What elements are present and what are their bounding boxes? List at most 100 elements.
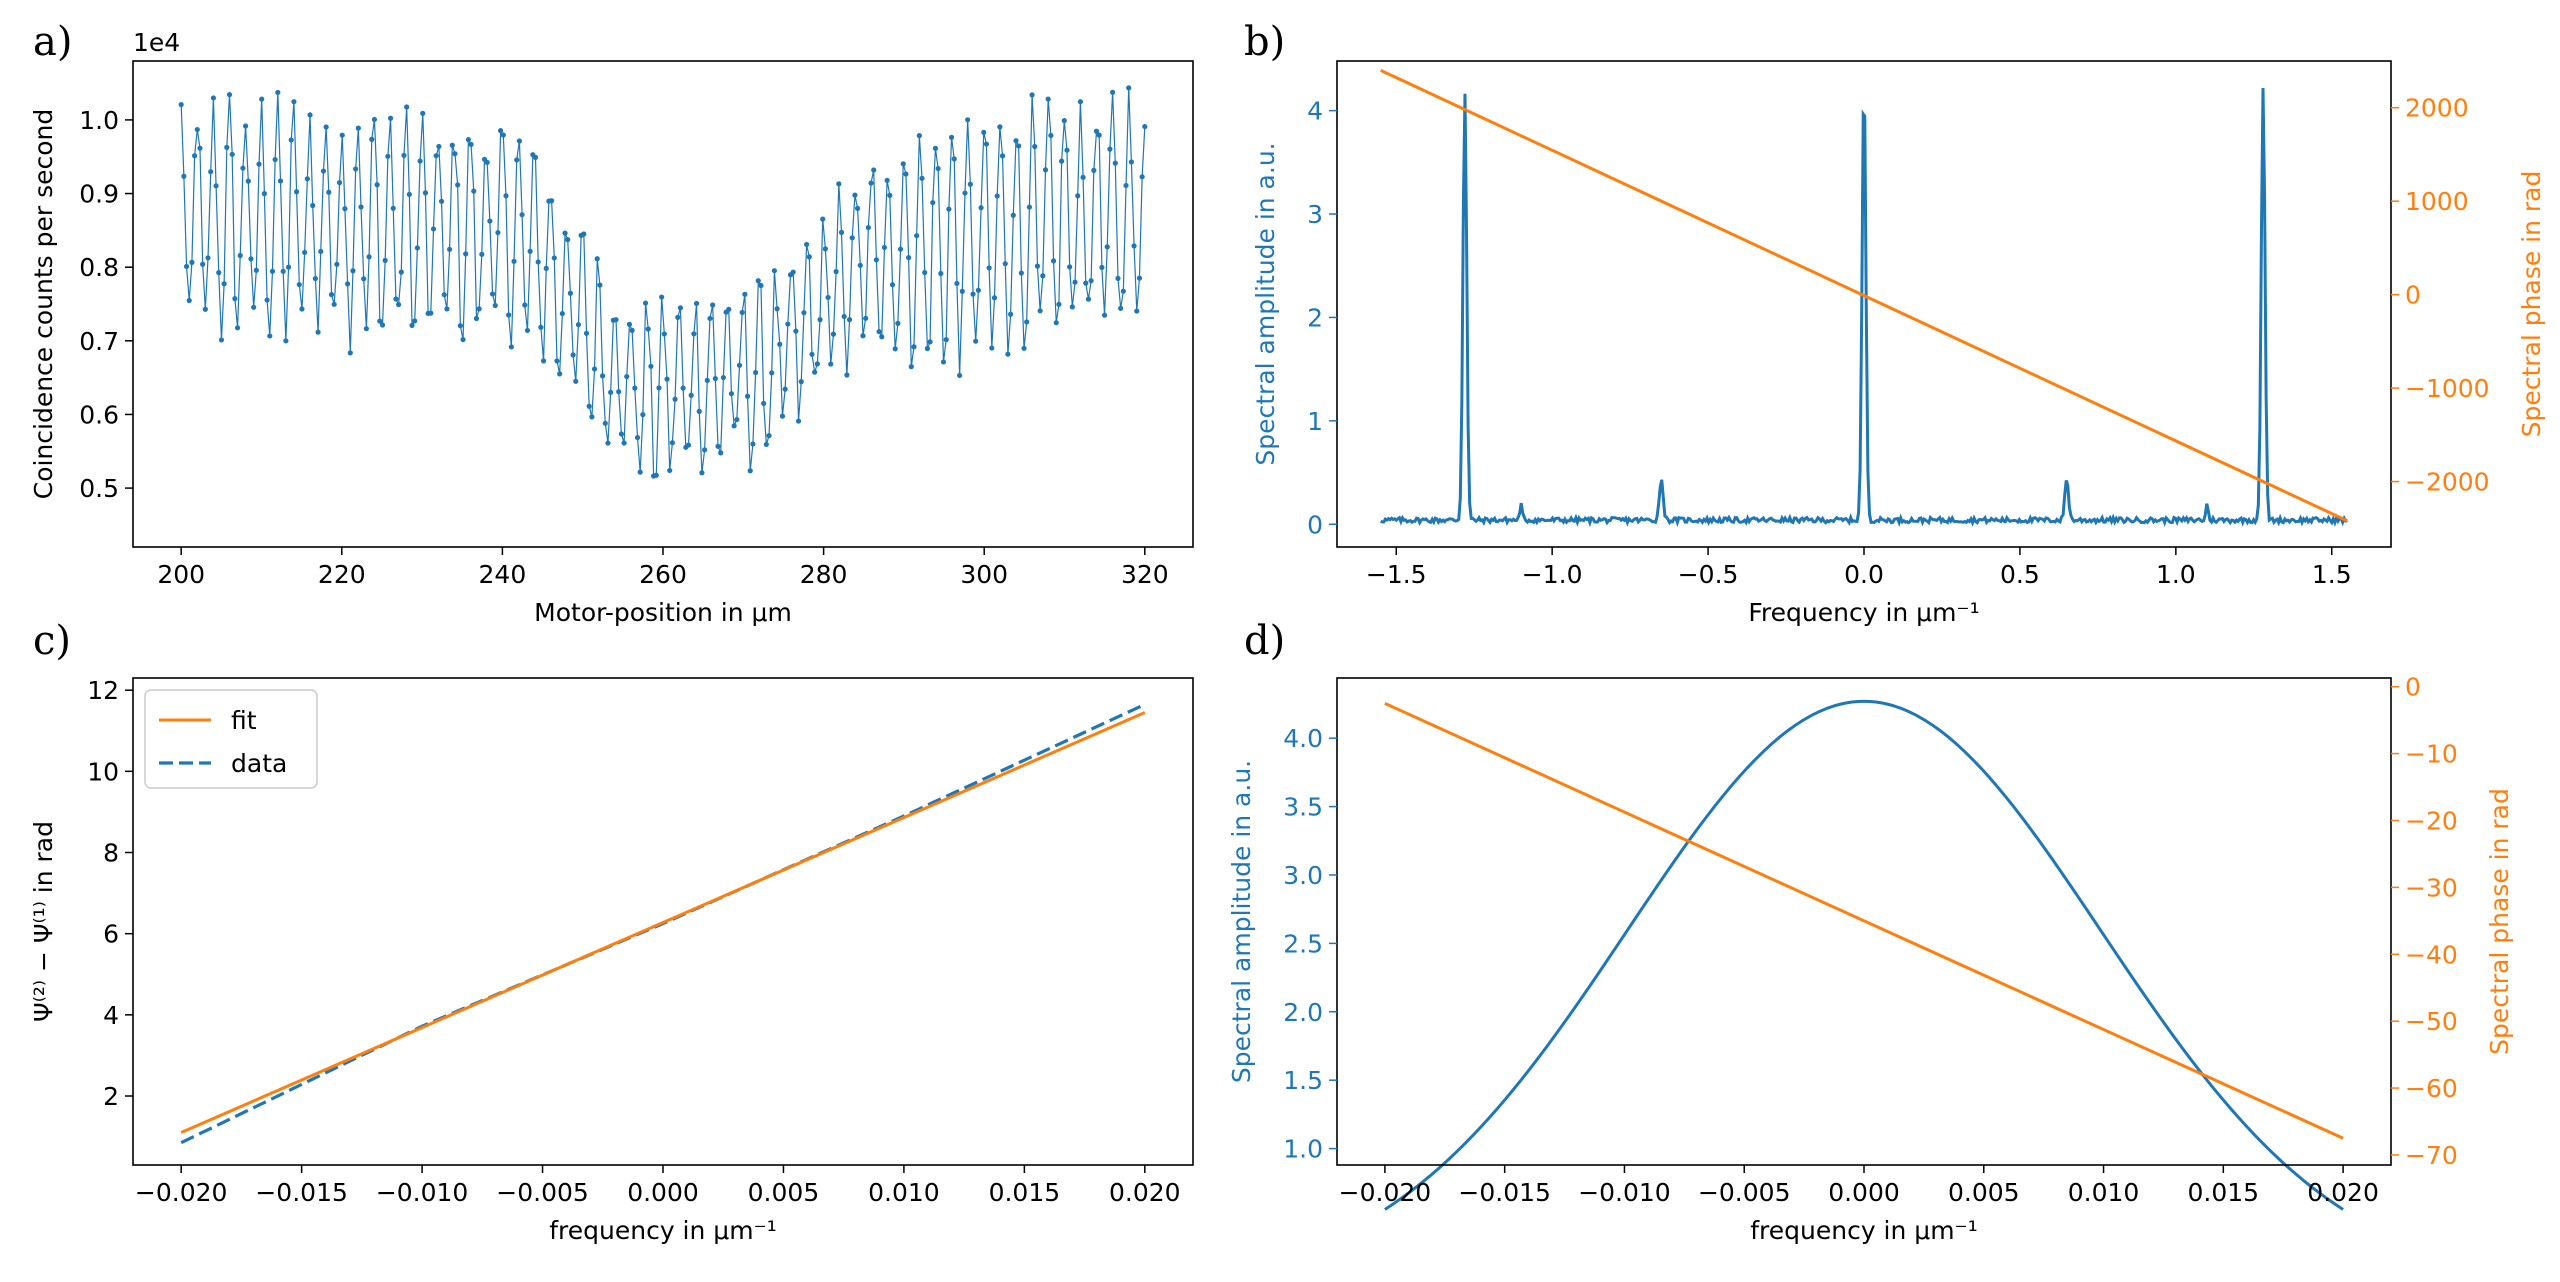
data-point bbox=[1018, 270, 1024, 276]
x-axis: 200 220 240 260 280 300 320 Motor-position in μ… bbox=[157, 547, 1169, 627]
data-point bbox=[680, 385, 686, 391]
data-point bbox=[205, 255, 211, 261]
data-point bbox=[924, 345, 931, 352]
data-point bbox=[181, 173, 187, 179]
data-point bbox=[294, 189, 300, 195]
data-point bbox=[396, 301, 402, 308]
data-point bbox=[863, 315, 869, 321]
data-point bbox=[178, 101, 184, 108]
data-point bbox=[417, 158, 423, 164]
data-point bbox=[1080, 174, 1086, 180]
data-point bbox=[755, 278, 761, 284]
data-point bbox=[347, 350, 353, 356]
y-tick-label-right: −2000 bbox=[2405, 468, 2490, 497]
data-point bbox=[192, 153, 198, 159]
data-point bbox=[710, 302, 716, 308]
data-point bbox=[744, 393, 751, 399]
data-point bbox=[374, 182, 380, 188]
y-axis-left: 1.0 1.5 2.0 2.5 3.0 3.5 4.0 bbox=[1283, 724, 1337, 1164]
data-point bbox=[849, 235, 855, 241]
data-point bbox=[659, 294, 665, 300]
data-point bbox=[1075, 193, 1081, 199]
data-point bbox=[833, 269, 839, 275]
data-point bbox=[718, 450, 724, 456]
data-point bbox=[1077, 99, 1083, 105]
data-point bbox=[830, 331, 837, 337]
data-point bbox=[1126, 85, 1132, 91]
y-axis-left: 0 1 2 3 4 bbox=[1307, 97, 1337, 539]
x-tick-label: −1.5 bbox=[1366, 560, 1427, 589]
data-point bbox=[342, 206, 348, 212]
data-point bbox=[1010, 212, 1016, 218]
data-point bbox=[248, 256, 254, 262]
data-point bbox=[202, 306, 208, 312]
data-point bbox=[1091, 167, 1097, 173]
data-point bbox=[954, 280, 960, 287]
data-point bbox=[1037, 308, 1043, 314]
x-tick-label: −0.015 bbox=[1458, 1178, 1551, 1207]
data-point bbox=[1064, 147, 1070, 153]
data-point bbox=[511, 258, 517, 264]
data-point bbox=[769, 370, 775, 376]
data-point bbox=[653, 472, 659, 478]
y-tick-label: 1 bbox=[1307, 407, 1323, 436]
data-point bbox=[208, 169, 214, 175]
data-point bbox=[1042, 167, 1049, 173]
data-point bbox=[908, 364, 914, 370]
data-point bbox=[981, 129, 987, 135]
x-tick-label: −0.005 bbox=[1698, 1178, 1791, 1207]
data-point bbox=[589, 414, 595, 420]
y-tick-label-right: −40 bbox=[2405, 940, 2458, 969]
data-point bbox=[1112, 160, 1118, 166]
y-tick-label: 3.0 bbox=[1283, 861, 1323, 890]
data-point bbox=[390, 205, 396, 211]
data-point bbox=[299, 306, 305, 312]
data-point bbox=[978, 205, 984, 211]
x-tick-label: −1.0 bbox=[1522, 560, 1583, 589]
data-point bbox=[420, 110, 426, 116]
data-point bbox=[406, 191, 412, 198]
data-point bbox=[629, 327, 635, 333]
y-tick-label: 1.5 bbox=[1283, 1066, 1323, 1095]
data-point bbox=[1104, 244, 1110, 250]
data-point bbox=[393, 296, 399, 302]
data-point bbox=[667, 467, 673, 474]
data-point bbox=[318, 248, 324, 255]
data-point bbox=[728, 391, 735, 397]
data-point bbox=[455, 182, 461, 188]
data-point bbox=[1059, 158, 1065, 164]
y-tick-label-right: −70 bbox=[2405, 1141, 2458, 1170]
data-point bbox=[412, 318, 418, 324]
data-point bbox=[1093, 128, 1100, 134]
data-point bbox=[221, 281, 227, 287]
data-point bbox=[240, 165, 246, 171]
data-point bbox=[519, 212, 525, 218]
data-point bbox=[734, 416, 740, 423]
data-point bbox=[1021, 345, 1027, 351]
data-point bbox=[243, 123, 249, 129]
data-point bbox=[350, 268, 356, 274]
data-point bbox=[288, 137, 294, 143]
data-point bbox=[930, 199, 936, 206]
phase-line bbox=[1380, 68, 2348, 523]
data-point bbox=[838, 229, 845, 235]
data-point bbox=[1040, 273, 1046, 279]
data-point bbox=[868, 180, 874, 186]
data-point bbox=[1069, 304, 1075, 310]
data-point bbox=[1067, 264, 1073, 270]
data-point bbox=[562, 230, 568, 236]
y-tick-label: 12 bbox=[87, 676, 119, 705]
data-point bbox=[927, 339, 933, 345]
data-point bbox=[331, 301, 337, 307]
data-point bbox=[259, 96, 265, 102]
data-point bbox=[237, 252, 243, 259]
x-tick-label: 0.005 bbox=[748, 1178, 820, 1207]
data-point bbox=[535, 259, 541, 265]
data-point bbox=[336, 180, 343, 186]
data-point bbox=[1134, 308, 1140, 314]
data-point bbox=[726, 306, 732, 312]
data-point bbox=[570, 352, 576, 358]
data-point bbox=[758, 282, 764, 289]
data-point bbox=[430, 226, 437, 232]
data-point bbox=[616, 389, 622, 395]
